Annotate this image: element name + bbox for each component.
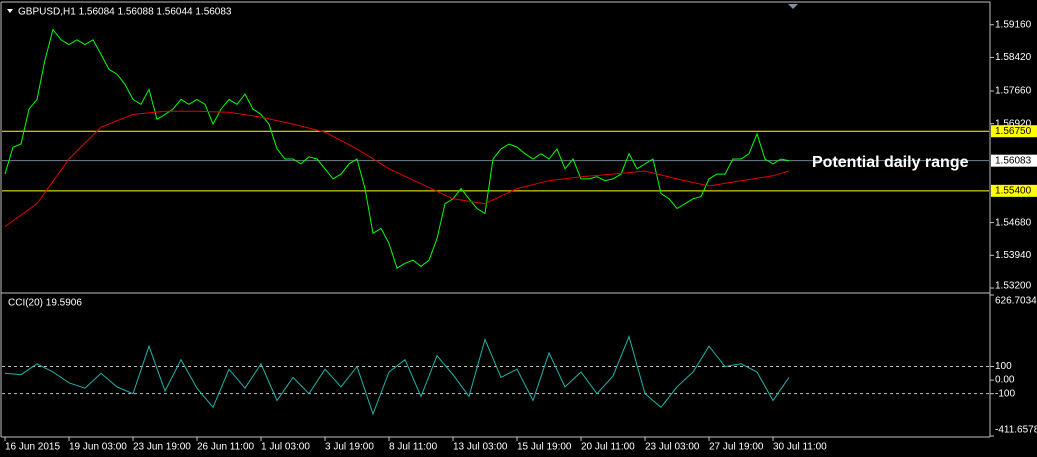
- y-tick-label: 1.58420: [995, 52, 1032, 63]
- current-price-label: 1.56083: [995, 155, 1032, 166]
- y-tick-label: 100: [995, 361, 1012, 372]
- series-line: [4, 110, 790, 228]
- x-tick-label: 15 Jul 19:00: [517, 442, 572, 453]
- y-tick-label: 1.57660: [995, 86, 1032, 97]
- level-label: 1.56750: [995, 126, 1032, 137]
- y-tick-label: -411.6578: [995, 425, 1037, 436]
- series-line: [4, 335, 790, 416]
- x-tick-label: 23 Jun 19:00: [133, 442, 191, 453]
- shift-marker: [788, 4, 798, 9]
- y-tick-label: 0.00: [995, 375, 1015, 386]
- current-price-box: [991, 154, 1037, 167]
- y-tick-label: 1.54680: [995, 217, 1032, 228]
- y-tick-label: 1.53200: [995, 281, 1032, 292]
- annotation: Potential daily range: [812, 154, 969, 171]
- x-tick-label: 23 Jul 03:00: [645, 442, 700, 453]
- x-tick-label: 20 Jul 11:00: [581, 442, 635, 453]
- x-tick-label: 1 Jul 03:00: [261, 442, 310, 453]
- y-tick-label: 1.53940: [995, 250, 1032, 261]
- pane-title: CCI(20) 19.5906: [8, 298, 82, 309]
- x-tick-label: 26 Jun 11:00: [197, 442, 255, 453]
- y-tick-label: 1.56920: [995, 118, 1032, 129]
- x-tick-label: 13 Jul 03:00: [453, 442, 508, 453]
- x-tick-label: 3 Jul 19:00: [325, 442, 374, 453]
- y-tick-label: 1.59160: [995, 19, 1032, 30]
- pane-title: GBPUSD,H1 1.56084 1.56088 1.56044 1.5608…: [18, 7, 232, 18]
- y-tick-label: 626.7034: [995, 296, 1037, 307]
- x-tick-label: 30 Jul 11:00: [773, 442, 827, 453]
- x-tick-label: 8 Jul 11:00: [389, 442, 438, 453]
- menu-arrow: [7, 9, 13, 13]
- x-tick-label: 19 Jun 03:00: [69, 442, 127, 453]
- level-label-box: [991, 125, 1037, 138]
- x-tick-label: 16 Jun 2015: [5, 442, 60, 453]
- x-tick-label: 27 Jul 19:00: [709, 442, 764, 453]
- level-label-box: [991, 184, 1037, 197]
- y-tick-label: -100: [995, 388, 1015, 399]
- series-line: [4, 28, 790, 269]
- level-label: 1.55400: [995, 185, 1032, 196]
